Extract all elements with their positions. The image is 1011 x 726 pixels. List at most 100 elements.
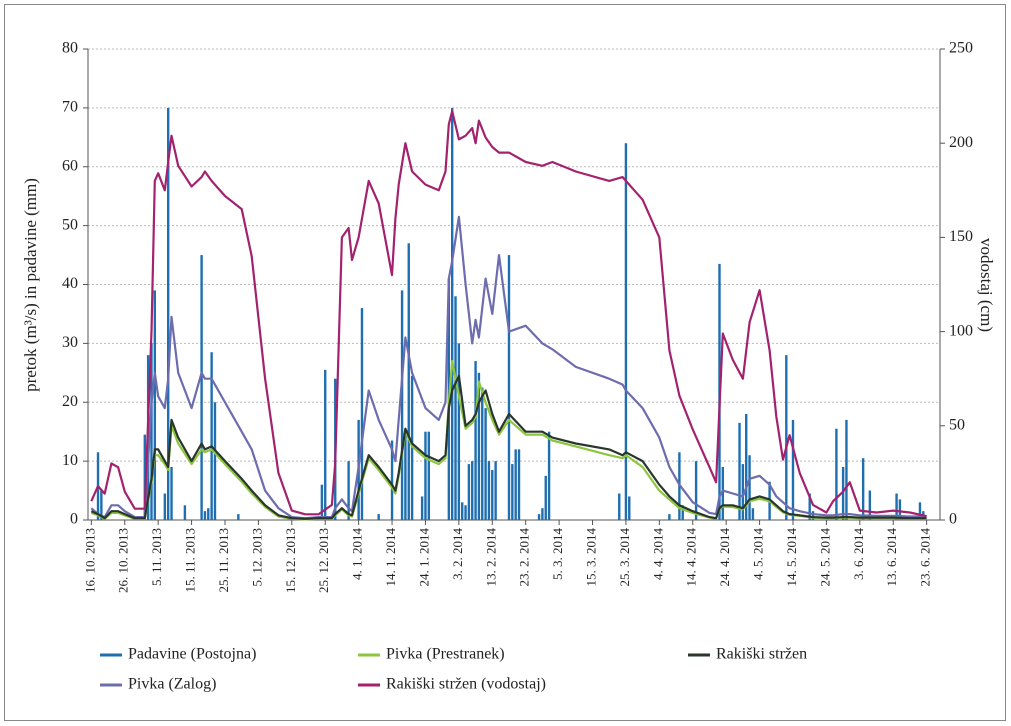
bar	[427, 431, 430, 520]
x-tick-label: 24. 5. 2014	[817, 528, 832, 587]
bar	[514, 449, 517, 520]
bar	[624, 143, 628, 520]
frame	[4, 4, 1006, 721]
x-tick-label: 23. 6. 2014	[918, 528, 933, 587]
bar	[845, 419, 848, 520]
bar	[471, 461, 474, 520]
y-tick-label: 40	[62, 275, 78, 292]
x-tick-label: 25. 3. 2014	[617, 528, 632, 587]
x-tick-label: 25. 12. 2013	[316, 528, 331, 593]
legend-label: Rakiški stržen (vodostaj)	[386, 676, 546, 693]
bar	[618, 493, 621, 520]
bar	[420, 496, 424, 520]
bar	[166, 107, 170, 520]
y-tick-label: 0	[70, 511, 78, 528]
x-tick-label: 5. 3. 2014	[550, 528, 565, 581]
bar	[377, 514, 380, 520]
y-tick-label: 30	[62, 334, 78, 351]
y2-tick-label: 250	[949, 40, 973, 57]
y-tick-label: 80	[62, 40, 78, 57]
bar	[407, 243, 410, 520]
y-tick-label: 50	[62, 216, 78, 233]
bar	[481, 387, 484, 520]
bar	[547, 431, 551, 520]
x-tick-label: 13. 2. 2014	[483, 528, 498, 587]
bar	[745, 414, 748, 520]
bar	[861, 458, 865, 520]
bar	[347, 461, 350, 520]
x-tick-label: 3. 6. 2014	[851, 528, 866, 581]
bar	[464, 505, 467, 520]
bar	[477, 372, 481, 520]
bar	[207, 508, 210, 520]
bar	[721, 467, 725, 520]
bar	[544, 475, 547, 520]
bar	[400, 290, 404, 520]
bar	[213, 402, 217, 520]
bar	[541, 508, 544, 520]
x-tick-label: 14. 5. 2014	[784, 528, 799, 587]
bar	[203, 511, 207, 520]
bar	[183, 505, 187, 520]
line	[90, 359, 927, 521]
bar	[461, 502, 464, 520]
bar	[494, 461, 497, 520]
bar	[791, 419, 795, 520]
x-tick-label: 15. 11. 2013	[183, 528, 198, 593]
bar	[170, 467, 173, 520]
bar	[200, 255, 203, 520]
bar	[450, 107, 454, 520]
x-tick-label: 4. 1. 2014	[350, 528, 365, 581]
x-tick-label: 14. 1. 2014	[383, 528, 398, 587]
x-tick-label: 14. 4. 2014	[684, 528, 699, 587]
legend-label: Pivka (Prestranek)	[386, 646, 505, 663]
y2-tick-label: 100	[949, 322, 973, 339]
line	[90, 215, 927, 520]
bar	[628, 496, 631, 520]
bar	[324, 369, 327, 520]
bar	[841, 467, 845, 520]
bar	[210, 352, 213, 520]
x-tick-label: 15. 3. 2014	[584, 528, 599, 587]
bar	[360, 308, 364, 520]
x-tick-label: 26. 10. 2013	[116, 528, 131, 593]
bar	[153, 290, 157, 520]
bar	[390, 440, 394, 520]
y-tick-label: 10	[62, 452, 78, 469]
bar	[668, 514, 671, 520]
legend-label: Rakiški stržen	[716, 646, 807, 663]
bar	[751, 508, 755, 520]
bar	[694, 461, 698, 520]
bar	[738, 422, 741, 520]
bar	[474, 361, 477, 520]
bar	[517, 449, 521, 520]
y2-axis-title: vodostaj (cm)	[977, 238, 996, 332]
line	[90, 110, 927, 518]
legend-label: Padavine (Postojna)	[128, 646, 256, 663]
bar	[150, 343, 153, 520]
bar	[424, 431, 427, 520]
y2-tick-label: 150	[949, 228, 973, 245]
bar	[404, 431, 407, 520]
bar	[741, 464, 745, 520]
legend-label: Pivka (Zalog)	[128, 676, 216, 693]
bar	[681, 505, 684, 520]
x-tick-label: 16. 10. 2013	[82, 528, 97, 593]
bar	[868, 490, 872, 520]
y2-tick-label: 0	[949, 511, 957, 528]
bar	[484, 408, 487, 520]
y-tick-label: 70	[62, 99, 78, 116]
y2-tick-label: 50	[949, 416, 965, 433]
bar	[454, 296, 457, 520]
bar	[811, 511, 815, 520]
bar	[491, 469, 494, 520]
x-tick-label: 25. 11. 2013	[216, 528, 231, 593]
bar	[467, 464, 471, 520]
x-tick-label: 4. 5. 2014	[751, 528, 766, 581]
x-tick-label: 23. 2. 2014	[517, 528, 532, 587]
y-tick-label: 20	[62, 393, 78, 410]
bar	[898, 499, 902, 520]
bar	[410, 375, 414, 520]
